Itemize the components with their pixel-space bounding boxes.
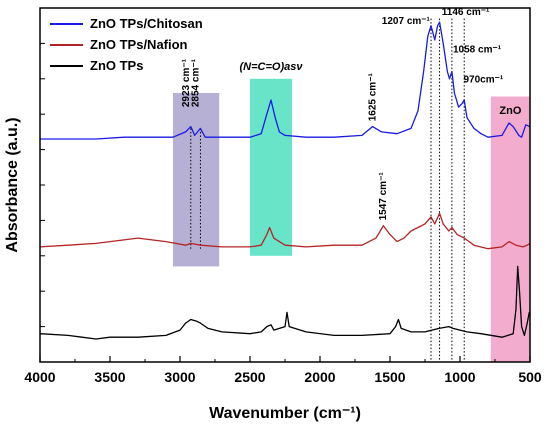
x-tick-label: 500 bbox=[518, 369, 542, 385]
x-axis: 4000 3500 3000 2500 2000 1500 1000 500 bbox=[24, 356, 542, 385]
peak-label-970: 970cm⁻¹ bbox=[464, 74, 504, 85]
y-axis bbox=[40, 42, 45, 328]
x-tick-label: 3000 bbox=[164, 369, 195, 385]
x-tick-label: 2000 bbox=[304, 369, 335, 385]
peak-label-1146: 1146 cm⁻¹ bbox=[442, 7, 490, 18]
zno-box bbox=[490, 96, 530, 362]
series-line-0 bbox=[40, 21, 531, 140]
peak-label-2854: 2854 cm⁻¹ bbox=[191, 58, 202, 107]
highlight-boxes bbox=[173, 78, 530, 362]
legend-label-1: ZnO TPs/Nafion bbox=[90, 37, 188, 52]
spectrum-lines bbox=[39, 21, 531, 340]
y-axis-label: Absorbance (a.u.) bbox=[4, 117, 21, 252]
x-tick-label: 1000 bbox=[444, 369, 475, 385]
legend-label-0: ZnO TPs/Chitosan bbox=[90, 16, 203, 31]
nco-box bbox=[250, 78, 292, 256]
legend-label-2: ZnO TPs bbox=[90, 58, 143, 73]
zno-box-label: ZnO bbox=[499, 105, 521, 117]
x-tick-label: 2500 bbox=[234, 369, 265, 385]
nco-box-label: (N=C=O)asν bbox=[240, 61, 304, 73]
series-line-2 bbox=[39, 265, 531, 340]
ch-stretch-box bbox=[173, 92, 220, 267]
peak-label-2923: 2923 cm⁻¹ bbox=[181, 58, 192, 107]
series-line-1 bbox=[39, 212, 531, 250]
peak-label-1058: 1058 cm⁻¹ bbox=[453, 44, 502, 55]
x-axis-label: Wavenumber (cm⁻¹) bbox=[209, 405, 361, 422]
x-tick-label: 1500 bbox=[374, 369, 405, 385]
peak-label-1207: 1207 cm⁻¹ bbox=[382, 16, 431, 27]
x-tick-label: 4000 bbox=[24, 369, 55, 385]
legend: ZnO TPs/Chitosan ZnO TPs/Nafion ZnO TPs bbox=[50, 16, 203, 73]
peak-label-1625: 1625 cm⁻¹ bbox=[367, 73, 378, 122]
x-tick-label: 3500 bbox=[94, 369, 125, 385]
peak-label-1547: 1547 cm⁻¹ bbox=[378, 172, 389, 221]
